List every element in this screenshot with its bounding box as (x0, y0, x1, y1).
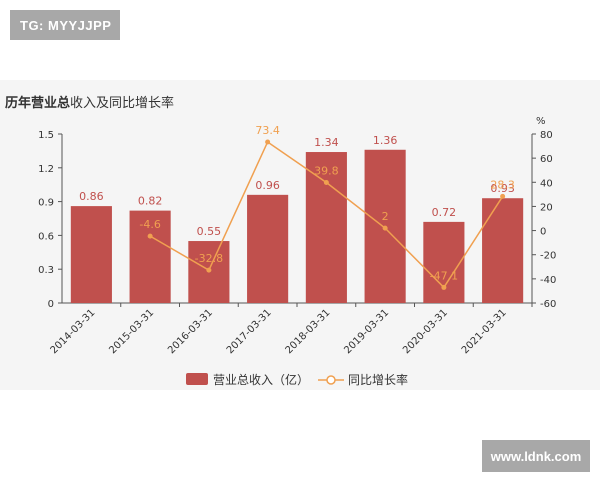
bar (423, 221, 465, 303)
bar-value-label: 0.72 (432, 206, 457, 219)
growth-value-label: 39.8 (314, 165, 339, 178)
legend-bar-label: 营业总收入（亿） (213, 372, 309, 387)
watermark-bottom: www.ldnk.com (482, 440, 590, 472)
bar (482, 198, 524, 303)
legend-line-label: 同比增长率 (348, 372, 408, 387)
right-tick-label: 60 (540, 154, 553, 165)
x-tick-label: 2015-03-31 (107, 307, 156, 356)
bar (129, 210, 171, 303)
x-tick-label: 2018-03-31 (284, 307, 333, 356)
growth-value-label: -47.1 (430, 269, 458, 282)
growth-point (382, 225, 388, 231)
growth-value-label: 73.4 (255, 124, 280, 137)
growth-point (441, 284, 447, 290)
growth-value-label: 2 (382, 210, 389, 223)
growth-point (323, 180, 329, 186)
left-tick-label: 1.5 (38, 130, 54, 141)
x-tick-label: 2020-03-31 (401, 307, 450, 356)
right-tick-label: -40 (540, 275, 556, 286)
x-tick-label: 2021-03-31 (460, 307, 509, 356)
left-tick-label: 0.6 (38, 231, 54, 242)
watermark-top: TG: MYYJJPP (10, 10, 120, 40)
x-tick-label: 2014-03-31 (49, 307, 98, 356)
x-tick-label: 2017-03-31 (225, 307, 274, 356)
bar (247, 194, 289, 303)
right-tick-label: -60 (540, 299, 556, 310)
right-axis-unit: % (536, 116, 546, 127)
right-tick-label: 80 (540, 130, 553, 141)
left-tick-label: 1.2 (38, 164, 54, 175)
chart-title-bold: 历年营业总 (5, 96, 71, 111)
legend-line-marker (326, 375, 336, 385)
growth-value-label: 28.3 (490, 178, 515, 191)
legend-bar-swatch (186, 373, 208, 385)
growth-point (206, 267, 212, 273)
right-tick-label: 0 (540, 227, 546, 238)
chart-title: 历年营业总收入及同比增长率 (5, 92, 174, 111)
right-tick-label: 40 (540, 178, 553, 189)
growth-point (500, 193, 506, 199)
growth-point (265, 139, 271, 145)
growth-value-label: -32.8 (195, 252, 223, 265)
growth-point (147, 233, 153, 239)
bar (70, 206, 112, 303)
bar-value-label: 1.34 (314, 136, 339, 149)
bar-value-label: 1.36 (373, 134, 398, 147)
left-tick-label: 0 (48, 299, 54, 310)
x-tick-label: 2019-03-31 (342, 307, 391, 356)
bar-value-label: 0.93 (490, 182, 515, 195)
left-tick-label: 0.9 (38, 198, 54, 209)
right-tick-label: -20 (540, 251, 556, 262)
left-tick-label: 0.3 (38, 265, 54, 276)
bar-value-label: 0.82 (138, 195, 163, 208)
growth-value-label: -4.6 (139, 218, 160, 231)
x-tick-label: 2016-03-31 (166, 307, 215, 356)
bar-value-label: 0.86 (79, 190, 104, 203)
chart-title-normal: 收入及同比增长率 (70, 96, 175, 111)
right-tick-label: 20 (540, 202, 553, 213)
bar-value-label: 0.55 (197, 225, 222, 238)
bar-value-label: 0.96 (255, 179, 280, 192)
bar (305, 152, 347, 303)
